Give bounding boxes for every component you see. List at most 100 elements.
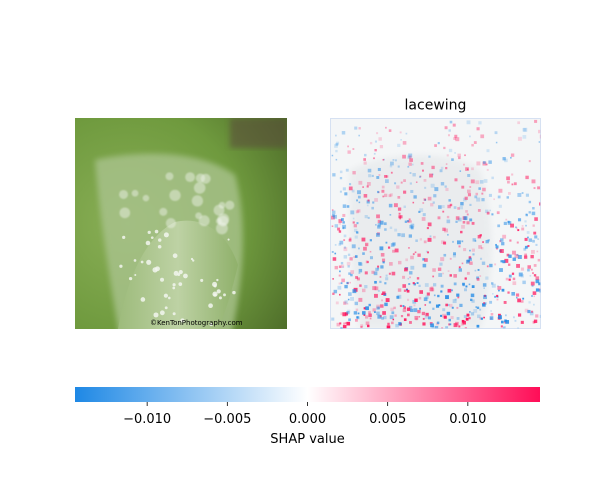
shap-pixel (539, 141, 541, 143)
shap-pixel (407, 299, 409, 301)
shap-pixel (338, 243, 341, 246)
shap-pixel (454, 135, 457, 138)
shap-pixel (347, 262, 351, 266)
water-droplet (172, 287, 175, 290)
shap-pixel (370, 256, 373, 259)
shap-pixel (504, 159, 508, 163)
shap-pixel (355, 302, 358, 305)
shap-pixel (368, 169, 372, 173)
shap-pixel (536, 288, 539, 291)
shap-pixel (344, 255, 347, 258)
shap-pixel (478, 187, 481, 190)
shap-pixel (456, 307, 458, 309)
shap-pixel (507, 181, 510, 184)
shap-pixel (365, 271, 368, 274)
shap-pixel (447, 216, 449, 218)
shap-pixel (534, 187, 536, 189)
shap-pixel (469, 204, 471, 206)
water-droplet (173, 283, 176, 286)
water-droplet (143, 195, 150, 202)
shap-pixel (398, 288, 401, 291)
shap-pixel (466, 221, 469, 224)
shap-pixel (442, 273, 444, 275)
shap-pixel (535, 314, 538, 317)
shap-pixel (398, 261, 401, 264)
shap-pixel (349, 183, 351, 185)
shap-pixel (379, 246, 383, 250)
water-droplet (178, 282, 182, 286)
shap-pixel (371, 207, 374, 210)
shap-pixel (442, 205, 445, 208)
shap-pixel (374, 281, 377, 284)
shap-pixel (346, 311, 349, 314)
shap-pixel (521, 268, 524, 271)
shap-pixel (415, 251, 417, 253)
shap-pixel (471, 144, 474, 147)
shap-pixel (469, 218, 472, 221)
water-droplet (195, 212, 202, 219)
colorbar-tick-label: 0.000 (289, 412, 326, 427)
shap-pixel (487, 169, 489, 171)
shap-pixel (486, 240, 489, 243)
shap-pixel (466, 314, 469, 317)
shap-pixel (456, 294, 459, 297)
shap-pixel (465, 210, 468, 213)
shap-pixel (504, 222, 507, 225)
shap-pixel (341, 282, 343, 284)
shap-pixel (378, 168, 381, 171)
shap-pixel (415, 239, 418, 242)
shap-pixel (346, 322, 350, 326)
water-droplet (166, 218, 176, 228)
shap-pixel (455, 221, 457, 223)
shap-pixel (441, 285, 444, 288)
shap-pixel (521, 274, 524, 277)
shap-pixel (344, 300, 347, 303)
shap-pixel (513, 258, 516, 261)
shap-pixel (416, 181, 418, 183)
shap-pixel (460, 202, 463, 205)
shap-pixel (344, 235, 347, 238)
input-image-panel (75, 118, 287, 340)
shap-pixel (483, 295, 487, 299)
shap-pixel (342, 221, 344, 223)
shap-pixel (367, 205, 369, 207)
shap-pixel (432, 276, 434, 278)
shap-pixel (464, 315, 467, 318)
shap-pixel (402, 155, 406, 159)
shap-pixel (518, 313, 521, 316)
shap-pixel (490, 310, 492, 312)
shap-pixel (478, 235, 481, 238)
shap-pixel (531, 250, 535, 254)
shap-pixel (392, 250, 395, 253)
shap-pixel (440, 257, 444, 261)
shap-pixel (510, 157, 512, 159)
colorbar-tick-label: 0.005 (369, 412, 406, 427)
shap-pixel (433, 201, 435, 203)
shap-pixel (367, 325, 369, 327)
water-droplet (201, 174, 211, 184)
shap-pixel (454, 282, 457, 285)
shap-pixel (462, 263, 464, 265)
shap-pixel (349, 257, 352, 260)
water-droplet (216, 279, 218, 281)
shap-pixel (372, 175, 374, 177)
shap-pixel (431, 184, 435, 188)
shap-pixel (369, 304, 371, 306)
shap-pixel (336, 159, 338, 161)
shap-pixel (380, 304, 383, 307)
shap-pixel (467, 213, 469, 215)
shap-pixel (347, 150, 350, 153)
shap-pixel (517, 193, 521, 197)
shap-pixel (504, 301, 507, 304)
shap-pixel (339, 322, 341, 324)
shap-pixel (374, 153, 376, 155)
shap-pixel (531, 295, 533, 297)
shap-pixel (366, 321, 370, 325)
shap-pixel (335, 244, 337, 246)
shap-pixel (522, 225, 524, 227)
shap-pixel (414, 316, 418, 320)
shap-pixel (419, 308, 421, 310)
shap-pixel (424, 179, 427, 182)
shap-pixel (411, 226, 414, 229)
water-droplet (213, 293, 216, 296)
